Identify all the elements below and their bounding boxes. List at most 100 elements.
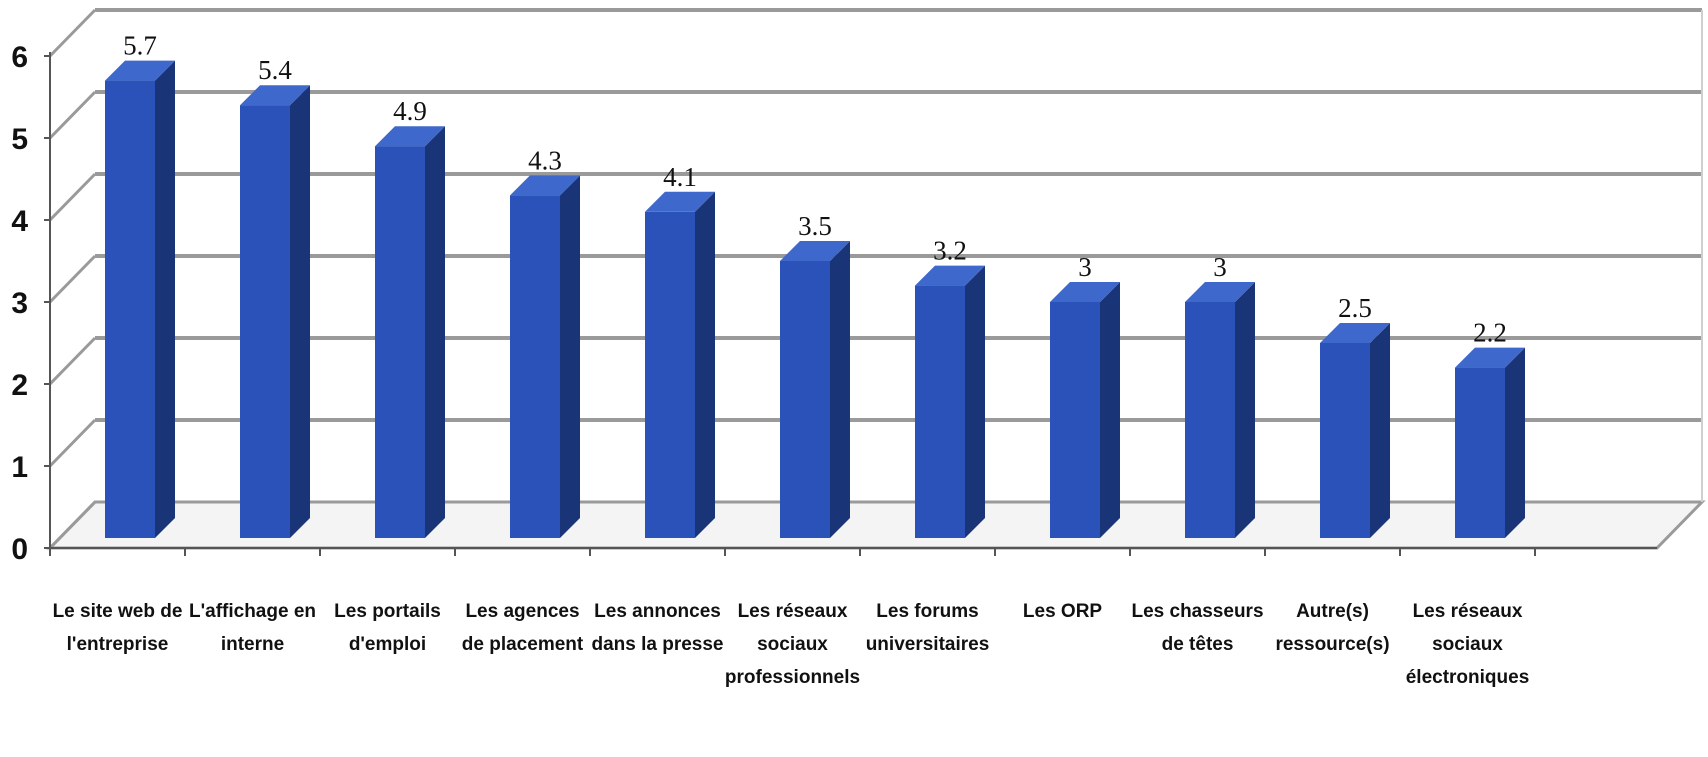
- bar-top: [105, 60, 175, 81]
- category-label: Autre(s) ressource(s): [1275, 601, 1389, 655]
- category-label-line: L'affichage en: [189, 601, 316, 622]
- category-label: Les réseaux sociaux professionnels: [725, 601, 860, 688]
- category-label-line: Les réseaux: [738, 601, 848, 622]
- category-label-line: l'entreprise: [67, 634, 169, 655]
- bar-top: [240, 85, 310, 106]
- bar-front: [780, 261, 830, 538]
- data-label: 4.1: [663, 162, 697, 192]
- category-label-line: d'emploi: [349, 634, 426, 655]
- category-label-line: professionnels: [725, 667, 860, 688]
- y-tick-label: 6: [11, 41, 28, 74]
- side-gridline: [48, 418, 97, 468]
- category-label-line: de placement: [462, 634, 584, 655]
- bar-top: [375, 126, 445, 147]
- category-label-line: Les portails: [334, 601, 441, 622]
- category-label-line: Les ORP: [1023, 601, 1103, 622]
- data-label: 4.3: [528, 145, 562, 175]
- gridlines: [46, 8, 1706, 550]
- data-label: 5.4: [258, 55, 292, 85]
- category-label-line: ressource(s): [1275, 634, 1389, 655]
- bar-side: [290, 85, 310, 538]
- data-label: 3: [1213, 252, 1227, 282]
- bar: [1185, 282, 1255, 538]
- data-label: 3.2: [933, 236, 967, 266]
- bar: [780, 241, 850, 538]
- category-label-line: dans la presse: [591, 634, 723, 655]
- bars: [105, 60, 1525, 539]
- bar-top: [645, 191, 715, 212]
- category-label-line: Les annonces: [594, 601, 721, 622]
- bar-side: [1370, 323, 1390, 538]
- y-tick-label: 3: [11, 287, 28, 320]
- data-label: 2.5: [1338, 293, 1372, 323]
- category-label-line: Le site web de: [53, 601, 183, 622]
- category-label: Les forums universitaires: [866, 601, 990, 655]
- category-label-line: Les agences: [465, 601, 579, 622]
- labels: 0 1 2 3 4 5 6 5.7 Le site web de l'entreprise 5.4 L…: [11, 31, 1529, 688]
- bar-top: [1320, 323, 1390, 343]
- bar: [375, 126, 445, 538]
- side-gridline: [48, 8, 97, 58]
- category-label: L'affichage en interne: [189, 601, 316, 655]
- y-tick-label: 5: [11, 123, 28, 156]
- bar: [1455, 347, 1525, 538]
- bar-side: [965, 265, 985, 538]
- bar: [645, 191, 715, 539]
- category-label: Les réseaux sociaux électroniques: [1406, 601, 1530, 688]
- axes: [44, 52, 1657, 556]
- bar-side: [695, 191, 715, 539]
- bar-side: [560, 175, 580, 538]
- bar-front: [1455, 367, 1505, 538]
- y-tick-label: 1: [11, 451, 28, 484]
- category-label-line: universitaires: [866, 634, 990, 655]
- bar-top: [780, 241, 850, 261]
- bar-front: [1320, 343, 1370, 538]
- bar: [510, 175, 580, 538]
- bar: [1320, 323, 1390, 538]
- category-label-line: Les réseaux: [1413, 601, 1523, 622]
- category-label: Les chasseurs de têtes: [1131, 601, 1263, 655]
- bar-front: [105, 80, 155, 538]
- side-gridline: [48, 500, 97, 550]
- bar-front: [240, 105, 290, 538]
- category-label-line: sociaux: [1432, 634, 1503, 655]
- y-tick-label: 2: [11, 369, 28, 402]
- bar: [915, 265, 985, 538]
- y-tick-label: 4: [11, 205, 28, 238]
- bar-top: [510, 175, 580, 196]
- category-label: Les agences de placement: [462, 601, 584, 655]
- category-label-line: Les chasseurs: [1131, 601, 1263, 622]
- category-label-line: Autre(s): [1296, 601, 1369, 622]
- bar-front: [1050, 302, 1100, 538]
- category-label: Les ORP: [1023, 601, 1103, 622]
- side-gridline: [48, 336, 97, 386]
- bar-side: [155, 60, 175, 538]
- data-label: 3.5: [798, 211, 832, 241]
- bar-top: [915, 265, 985, 286]
- bar-front: [645, 211, 695, 539]
- bar: [105, 60, 175, 538]
- category-label: Les portails d'emploi: [334, 601, 441, 655]
- bar-front: [1185, 302, 1235, 538]
- data-label: 5.7: [123, 31, 157, 61]
- category-label-line: sociaux: [757, 634, 828, 655]
- bar-front: [915, 285, 965, 538]
- bar-side: [1100, 282, 1120, 538]
- bar-front: [375, 146, 425, 538]
- category-label-line: électroniques: [1406, 667, 1530, 688]
- side-gridline: [48, 90, 97, 140]
- bar-side: [1505, 347, 1525, 538]
- data-label: 2.2: [1473, 318, 1507, 348]
- side-gridline: [48, 254, 97, 304]
- category-label: Le site web de l'entreprise: [53, 601, 183, 655]
- category-label-line: Les forums: [876, 601, 978, 622]
- bar-side: [425, 126, 445, 538]
- bar-side: [830, 241, 850, 538]
- bar-front: [510, 195, 560, 538]
- bar-top: [1455, 347, 1525, 368]
- bar: [240, 85, 310, 538]
- side-gridline: [48, 172, 97, 222]
- bar-top: [1185, 282, 1255, 302]
- category-label-line: interne: [221, 634, 284, 655]
